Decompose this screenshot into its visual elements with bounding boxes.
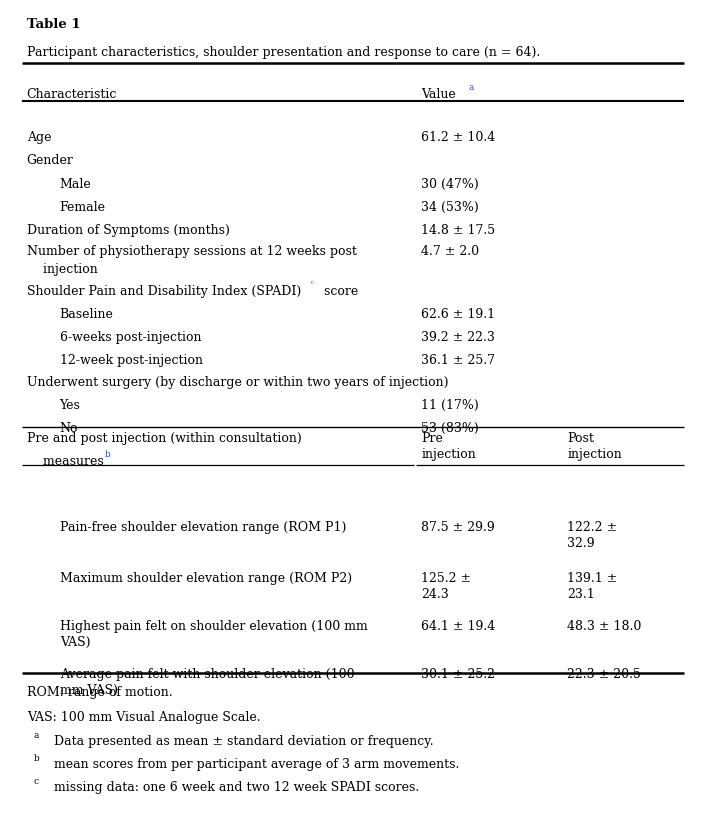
Text: Average pain felt with shoulder elevation (100
mm VAS): Average pain felt with shoulder elevatio… xyxy=(60,668,355,697)
Text: Baseline: Baseline xyxy=(60,308,114,321)
Text: Characteristic: Characteristic xyxy=(27,88,117,101)
Text: 125.2 ±
24.3: 125.2 ± 24.3 xyxy=(421,572,471,601)
Text: 122.2 ±
32.9: 122.2 ± 32.9 xyxy=(567,521,617,550)
Text: b: b xyxy=(105,450,111,459)
Text: 53 (83%): 53 (83%) xyxy=(421,422,479,435)
Text: measures: measures xyxy=(27,455,103,468)
Text: b: b xyxy=(34,754,39,763)
Text: Participant characteristics, shoulder presentation and response to care (n = 64): Participant characteristics, shoulder pr… xyxy=(27,46,540,59)
Text: c: c xyxy=(34,777,39,786)
Text: 11 (17%): 11 (17%) xyxy=(421,399,479,412)
Text: Pre and post injection (within consultation): Pre and post injection (within consultat… xyxy=(27,432,301,445)
Text: Post
injection: Post injection xyxy=(567,432,622,461)
Text: 6-weeks post-injection: 6-weeks post-injection xyxy=(60,331,201,344)
Text: Duration of Symptoms (months): Duration of Symptoms (months) xyxy=(27,224,230,237)
Text: 4.7 ± 2.0: 4.7 ± 2.0 xyxy=(421,245,479,259)
Text: Table 1: Table 1 xyxy=(27,18,80,31)
Text: 87.5 ± 29.9: 87.5 ± 29.9 xyxy=(421,521,495,534)
Text: score: score xyxy=(319,285,358,298)
Text: ᶜ: ᶜ xyxy=(311,280,314,289)
Text: Maximum shoulder elevation range (ROM P2): Maximum shoulder elevation range (ROM P2… xyxy=(60,572,352,586)
Text: 36.1 ± 25.7: 36.1 ± 25.7 xyxy=(421,354,495,368)
Text: Number of physiotherapy sessions at 12 weeks post: Number of physiotherapy sessions at 12 w… xyxy=(27,245,357,259)
Text: Pain-free shoulder elevation range (ROM P1): Pain-free shoulder elevation range (ROM … xyxy=(60,521,346,534)
Text: a: a xyxy=(34,731,39,740)
Text: 12-week post-injection: 12-week post-injection xyxy=(60,354,203,368)
Text: Pre
injection: Pre injection xyxy=(421,432,476,461)
Text: 64.1 ± 19.4: 64.1 ± 19.4 xyxy=(421,620,496,634)
Text: 30.1 ± 25.2: 30.1 ± 25.2 xyxy=(421,668,495,681)
Text: ROM: range of motion.: ROM: range of motion. xyxy=(27,686,172,700)
Text: VAS: 100 mm Visual Analogue Scale.: VAS: 100 mm Visual Analogue Scale. xyxy=(27,711,260,724)
Text: Male: Male xyxy=(60,178,91,191)
Text: 48.3 ± 18.0: 48.3 ± 18.0 xyxy=(567,620,642,634)
Text: injection: injection xyxy=(27,263,98,277)
Text: Data presented as mean ± standard deviation or frequency.: Data presented as mean ± standard deviat… xyxy=(46,735,434,748)
Text: 139.1 ±
23.1: 139.1 ± 23.1 xyxy=(567,572,618,601)
Text: Shoulder Pain and Disability Index (SPADI): Shoulder Pain and Disability Index (SPAD… xyxy=(27,285,301,298)
Text: mean scores from per participant average of 3 arm movements.: mean scores from per participant average… xyxy=(46,758,460,771)
Text: 30 (47%): 30 (47%) xyxy=(421,178,479,191)
Text: Female: Female xyxy=(60,201,106,214)
Text: Underwent surgery (by discharge or within two years of injection): Underwent surgery (by discharge or withi… xyxy=(27,376,448,389)
Text: missing data: one 6 week and two 12 week SPADI scores.: missing data: one 6 week and two 12 week… xyxy=(46,781,420,795)
Text: 61.2 ± 10.4: 61.2 ± 10.4 xyxy=(421,131,496,145)
Text: No: No xyxy=(60,422,78,435)
Text: Age: Age xyxy=(27,131,51,145)
Text: 62.6 ± 19.1: 62.6 ± 19.1 xyxy=(421,308,496,321)
Text: Gender: Gender xyxy=(27,154,74,168)
Text: 14.8 ± 17.5: 14.8 ± 17.5 xyxy=(421,224,496,237)
Text: 39.2 ± 22.3: 39.2 ± 22.3 xyxy=(421,331,495,344)
Text: 22.3 ± 20.5: 22.3 ± 20.5 xyxy=(567,668,641,681)
Text: Yes: Yes xyxy=(60,399,81,412)
Text: 34 (53%): 34 (53%) xyxy=(421,201,479,214)
Text: Value: Value xyxy=(421,88,456,101)
Text: a: a xyxy=(469,83,475,93)
Text: Highest pain felt on shoulder elevation (100 mm
VAS): Highest pain felt on shoulder elevation … xyxy=(60,620,367,649)
